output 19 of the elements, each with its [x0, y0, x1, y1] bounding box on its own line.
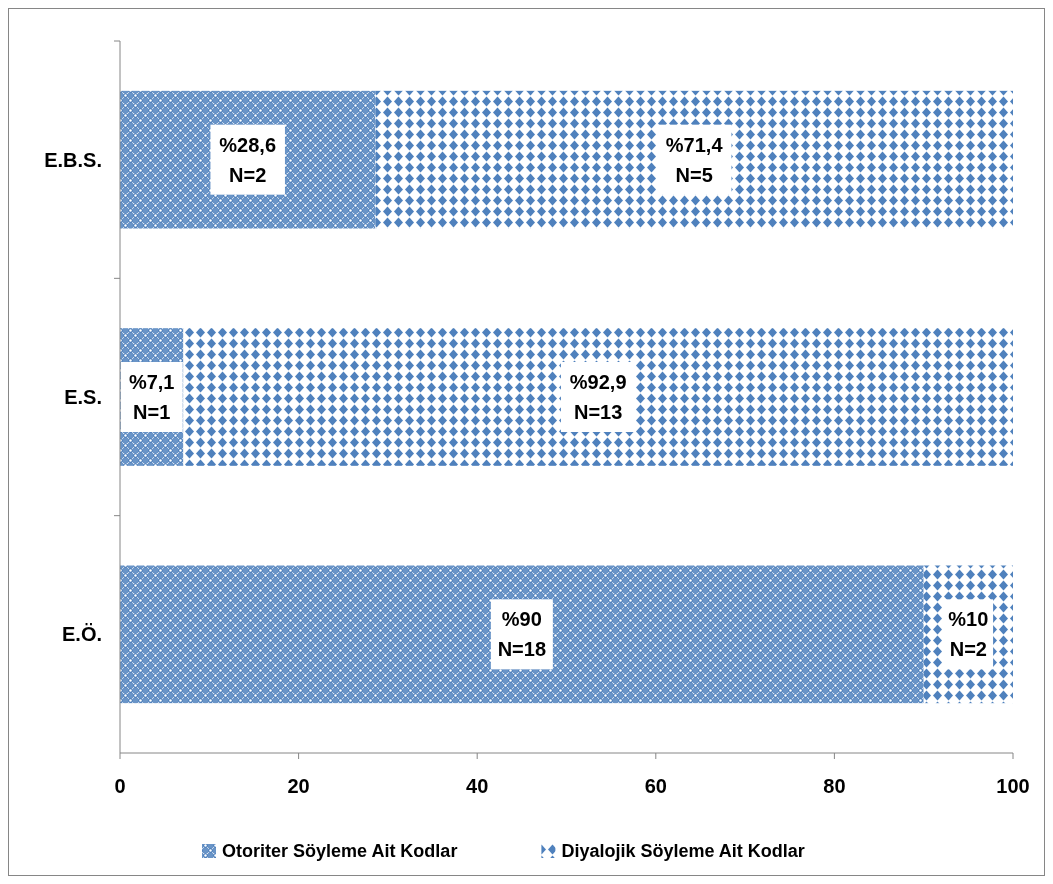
y-tick-label: E.S.	[64, 386, 102, 408]
data-label: %90 N=18	[497, 608, 547, 661]
x-tick-label: 20	[287, 775, 310, 797]
x-tick-label: 80	[823, 775, 846, 797]
data-label: %71,4 N=5	[665, 133, 724, 186]
y-tick-label: E.Ö.	[61, 623, 102, 646]
data-label: %10 N=2	[948, 608, 989, 661]
legend-label: Diyalojik Söyleme Ait Kodlar	[561, 841, 805, 861]
bar	[375, 90, 1013, 229]
legend-label: Otoriter Söyleme Ait Kodlar	[222, 841, 458, 861]
x-tick-label: 100	[996, 775, 1030, 797]
x-tick-label: 40	[466, 775, 489, 797]
bar	[120, 565, 924, 704]
x-tick-label: 0	[114, 775, 126, 797]
y-tick-label: E.B.S.	[44, 148, 102, 171]
x-tick-label: 60	[644, 775, 667, 797]
data-label: %7,1 N=1	[128, 371, 175, 423]
data-label: %92,9 N=13	[569, 371, 627, 423]
data-label: %28,6 N=2	[219, 133, 277, 186]
